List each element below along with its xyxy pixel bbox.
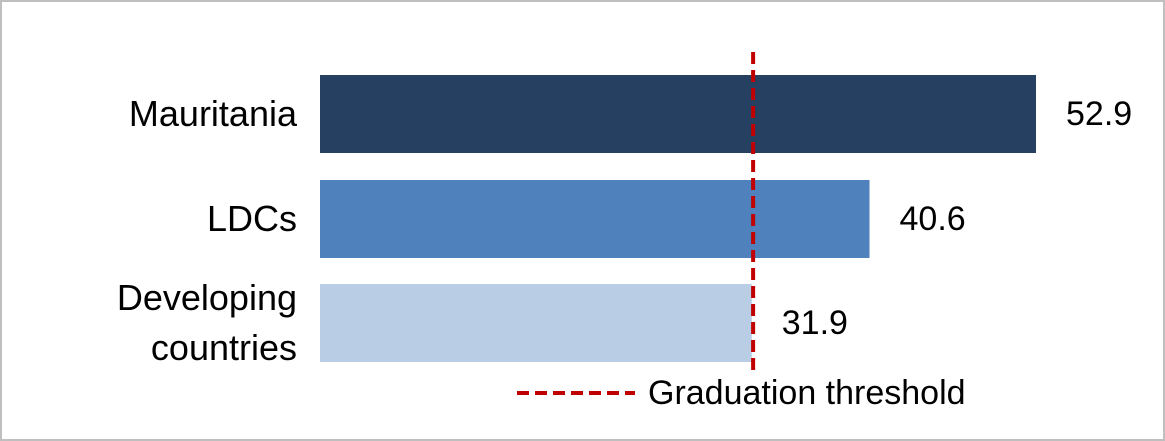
value-label: 31.9 (781, 304, 848, 342)
bar (320, 180, 870, 258)
category-label: Developing countries (116, 277, 297, 368)
category-label: LDCs (206, 198, 297, 239)
legend-label: Graduation threshold (648, 374, 966, 412)
value-label: 40.6 (899, 200, 966, 238)
bar (320, 284, 752, 362)
value-label: 52.9 (1066, 95, 1133, 133)
category-label: Mauritania (128, 93, 297, 134)
bar (320, 75, 1036, 153)
